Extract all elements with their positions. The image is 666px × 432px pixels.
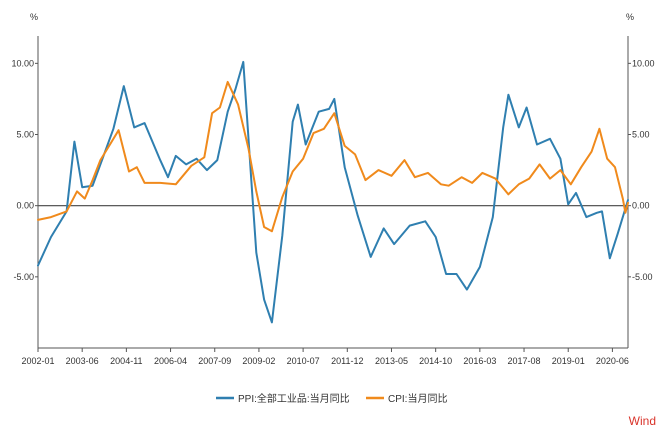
right-y-tick-label: 0.00 <box>632 201 650 211</box>
right-axis-unit: % <box>626 12 634 22</box>
right-y-tick-label: 10.00 <box>632 58 655 68</box>
legend-cpi-label: CPI:当月同比 <box>388 392 447 405</box>
x-tick-label: 2006-04 <box>154 356 187 366</box>
x-tick-label: 2003-06 <box>66 356 99 366</box>
x-tick-label: 2014-10 <box>419 356 452 366</box>
source-label: Wind <box>629 414 656 428</box>
right-y-tick-label: -5.00 <box>632 272 653 282</box>
x-tick-label: 2017-08 <box>508 356 541 366</box>
x-tick-label: 2002-01 <box>21 356 54 366</box>
left-y-tick-label: 10.00 <box>11 58 34 68</box>
axes <box>37 36 629 349</box>
x-tick-label: 2020-06 <box>596 356 629 366</box>
x-tick-label: 2007-09 <box>198 356 231 366</box>
x-tick-label: 2011-12 <box>331 356 363 366</box>
x-tick-label: 2016-03 <box>463 356 496 366</box>
left-y-tick-label: -5.00 <box>13 272 34 282</box>
legend: PPI:全部工业品:当月同比 CPI:当月同比 <box>216 392 447 405</box>
series-lines <box>37 60 629 324</box>
x-tick-label: 2009-02 <box>242 356 275 366</box>
left-axis-unit: % <box>30 12 38 22</box>
left-y-tick-label: 5.00 <box>16 130 34 140</box>
x-tick-label: 2019-01 <box>552 356 585 366</box>
x-tick-label: 2010-07 <box>287 356 320 366</box>
x-tick-labels: 2002-01 2003-06 2004-11 2006-04 2007-09 2009-… <box>21 348 629 366</box>
left-y-tick-label: 0.00 <box>16 201 34 211</box>
right-y-tick-labels: 10.00 5.00 0.00 -5.00 <box>628 58 655 282</box>
x-tick-label: 2013-05 <box>375 356 408 366</box>
right-y-tick-label: 5.00 <box>632 130 650 140</box>
series-line-ppi <box>37 60 629 324</box>
x-tick-label: 2004-11 <box>110 356 142 366</box>
series-line-cpi <box>37 80 629 233</box>
legend-ppi-label: PPI:全部工业品:当月同比 <box>238 392 350 405</box>
left-y-tick-labels: 10.00 5.00 0.00 -5.00 <box>11 58 38 282</box>
